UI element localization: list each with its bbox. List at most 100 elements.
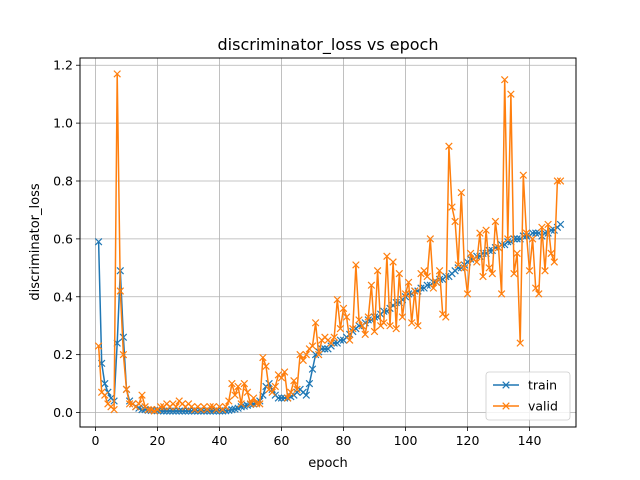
data-point-valid [221,403,230,411]
ticks: 0 20 40 60 80 100 120 140 0.0 0.2 0.4 0.6 0.8 1.0 1.2 [53,58,541,448]
data-point-train [119,333,128,342]
data-point-valid [510,269,518,278]
data-point-valid [225,397,233,405]
data-point-valid [283,394,292,402]
data-point-valid [507,90,515,98]
data-point-train [454,264,462,272]
data-point-valid [367,281,376,289]
data-point-valid [504,235,512,243]
data-point-valid [287,388,295,396]
data-point-valid [122,385,131,394]
data-point-valid [290,376,298,385]
data-point-train [305,379,314,388]
data-point-valid [277,374,286,382]
data-point-valid [383,252,391,260]
data-point-valid [460,264,469,272]
data-point-train [308,365,317,373]
data-point-valid [541,266,549,275]
x-tick-label: 20 [150,433,166,448]
data-point-train [504,238,512,246]
data-point-valid [243,388,252,396]
data-point-valid [479,272,487,281]
data-point-valid [525,266,534,275]
x-tick-label: 140 [518,433,542,448]
chart-title: discriminator_loss vs epoch [218,35,439,55]
data-point-valid [451,217,459,226]
data-point-valid [538,223,546,232]
data-point-valid [361,330,369,339]
data-point-valid [395,269,404,278]
data-point-train [265,379,273,388]
data-point-valid [271,382,280,391]
data-point-train [218,407,227,415]
data-point-valid [392,324,400,333]
data-point-valid [519,171,528,179]
data-point-train [184,407,193,415]
legend-label-train: train [528,378,557,393]
x-tick-label: 0 [92,433,100,448]
y-tick-label: 0.6 [53,231,73,246]
data-point-valid [473,258,481,266]
data-point-valid [101,391,109,399]
data-point-valid [463,290,472,298]
data-point-valid [268,388,276,396]
y-tick-label: 1.0 [53,116,73,131]
data-point-valid [411,287,419,295]
data-point-valid [466,249,475,258]
data-point-valid [302,350,311,359]
data-point-valid [488,269,497,278]
data-point-train [302,391,311,399]
data-point-valid [491,217,500,226]
axes-frame [79,57,577,428]
data-point-valid [256,400,264,408]
data-point-valid [249,394,258,402]
x-tick-label: 80 [336,433,352,448]
data-point-train [101,379,109,388]
data-point-train [163,407,171,415]
data-point-valid [435,266,444,275]
data-point-valid [522,229,531,237]
data-point-train [178,407,187,415]
y-tick-label: 0.4 [53,289,73,304]
data-point-valid [246,400,255,408]
x-tick-label: 40 [212,433,228,448]
data-point-train [423,281,431,289]
data-point-valid [429,284,438,292]
data-point-valid [373,266,382,275]
data-point-valid [308,342,317,350]
data-point-valid [364,313,373,321]
data-point-valid [553,177,562,185]
data-point-valid [445,142,453,150]
data-point-valid [414,321,422,330]
data-point-valid [448,203,456,211]
y-tick-label: 1.2 [53,58,73,73]
legend: train valid [485,371,571,421]
data-point-valid [138,391,146,399]
y-tick-label: 0.8 [53,174,73,189]
data-point-valid [280,368,289,376]
data-point-valid [407,319,416,327]
data-point-valid [252,400,261,408]
data-point-valid [500,75,509,84]
legend-marker-train [502,381,510,389]
data-point-valid [497,290,506,298]
x-tick-label: 120 [456,433,480,448]
data-point-valid [370,327,379,336]
data-point-valid [144,405,152,414]
data-point-valid [299,356,307,365]
data-point-valid [296,350,304,359]
legend-marker-valid [502,402,510,410]
data-point-valid [259,353,267,362]
data-point-valid [432,278,441,287]
data-point-train [212,407,221,415]
data-point-valid [116,287,125,295]
series-valid [94,70,565,415]
data-point-valid [293,385,301,394]
data-point-valid [423,272,431,281]
data-point-valid [237,400,245,408]
data-point-valid [125,400,134,408]
data-point-valid [544,220,552,229]
data-point-valid [333,295,342,304]
data-point-valid [135,400,143,408]
data-point-valid [494,243,503,252]
